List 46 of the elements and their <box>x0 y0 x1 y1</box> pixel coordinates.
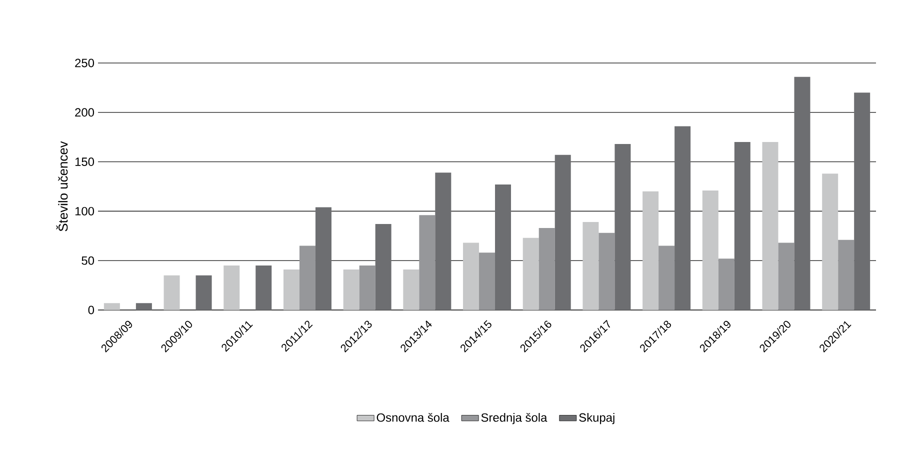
y-axis-title: Število učencev <box>56 141 68 232</box>
bar <box>299 246 316 310</box>
bar <box>554 154 571 310</box>
bar <box>598 232 615 310</box>
bar <box>136 303 152 310</box>
bar <box>734 142 750 310</box>
legend-label: Skupaj <box>579 412 614 424</box>
bar <box>359 266 376 310</box>
bar <box>614 144 631 310</box>
bar <box>343 269 360 310</box>
bar <box>196 275 212 310</box>
bar <box>822 174 838 310</box>
y-tick-label: 250 <box>75 58 94 68</box>
bar <box>435 172 452 310</box>
bar <box>538 228 555 310</box>
bar <box>479 252 496 310</box>
bar <box>463 242 480 310</box>
bar <box>658 246 675 310</box>
bar <box>854 92 870 310</box>
bar <box>164 275 180 310</box>
y-tick-label: 150 <box>75 158 94 166</box>
bar <box>582 222 599 310</box>
y-tick-label: 0 <box>88 306 94 314</box>
bar <box>794 76 810 310</box>
bar <box>315 207 332 310</box>
legend-label: Srednja šola <box>481 412 548 424</box>
bar <box>838 240 854 310</box>
bar <box>419 215 436 310</box>
bar <box>522 238 539 310</box>
bar <box>256 266 272 310</box>
bar <box>674 126 691 310</box>
bar <box>762 142 778 310</box>
bar <box>403 269 420 310</box>
y-tick-label: 200 <box>75 108 94 117</box>
legend-label: Osnovna šola <box>376 412 450 422</box>
bar <box>642 191 659 310</box>
bar <box>283 269 300 310</box>
bar <box>702 190 718 310</box>
bar <box>224 266 240 310</box>
bar <box>375 224 392 310</box>
bar <box>495 184 512 310</box>
y-tick-label: 100 <box>75 206 94 216</box>
bar <box>778 242 794 310</box>
y-tick-label: 50 <box>82 256 94 265</box>
bar <box>104 303 120 310</box>
bar <box>718 258 734 310</box>
